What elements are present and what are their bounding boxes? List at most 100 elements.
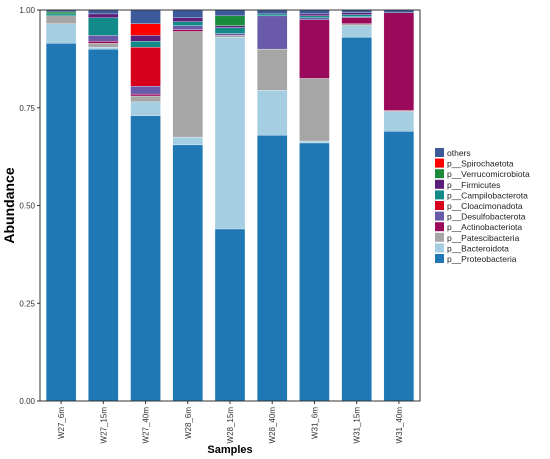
bar-segment-W31_40m-p-Patescibacteria (383, 110, 415, 112)
y-tick-label: 0.25 (19, 299, 35, 308)
legend-label-p-Verrucomicrobiota: p__Verrucomicrobiota (447, 169, 530, 179)
bar-segment-W31_15m-p-Campilobacterota (341, 14, 372, 17)
bar-segment-W28_15m-p-Verrucomicrobiota (214, 15, 246, 26)
legend: othersp__Spirochaetotap__Verrucomicrobio… (435, 148, 530, 264)
bar-segment-W28_15m-p-Campilobacterota (214, 27, 246, 34)
bar-segment-W31_6m-others (299, 9, 330, 15)
legend-swatch-p-Bacteroidota (435, 243, 444, 253)
x-axis-title: Samples (207, 444, 252, 456)
bar-segment-W27_40m-p-Proteobacteria (130, 115, 161, 402)
bar-segment-W27_40m-p-Actinobacteriota (130, 93, 161, 97)
bar-segment-W27_40m-p-Desulfobacterota (130, 86, 161, 95)
legend-label-p-Patescibacteria: p__Patescibacteria (447, 233, 520, 243)
bar-segment-W31_6m-p-Proteobacteria (299, 142, 330, 402)
legend-swatch-p-Verrucomicrobiota (435, 169, 444, 179)
legend-swatch-others (435, 148, 444, 157)
x-axis: W27_6m W27_15m W27_40m W28_6m W28_15m W28_40m… (57, 401, 404, 443)
bar-segment-W31_6m-p-Campilobacterota (299, 15, 330, 18)
x-tick-label: W31_15m (353, 407, 362, 444)
bar-segment-W27_15m-p-Proteobacteria (88, 48, 119, 402)
bar-segment-W31_15m-p-Bacteroidota (341, 25, 372, 38)
legend-label-p-Desulfobacterota: p__Desulfobacterota (447, 212, 526, 222)
bar-segment-W31_40m-p-Bacteroidota (383, 111, 415, 132)
bar-segment-W27_15m-p-Bacteroidota (88, 46, 119, 50)
legend-swatch-p-Patescibacteria (435, 232, 444, 242)
bar-segment-W31_15m-p-Proteobacteria (341, 37, 372, 402)
bar-segment-W31_15m-p-Patescibacteria (341, 23, 372, 26)
bar-segment-W27_15m-p-Campilobacterota (88, 17, 119, 36)
legend-swatch-p-Firmicutes (435, 179, 444, 189)
bar-segment-W27_40m-p-Patescibacteria (130, 95, 161, 103)
bar-segment-W28_6m-p-Actinobacteriota (172, 29, 203, 32)
legend-label-p-Proteobacteria: p__Proteobacteria (447, 254, 517, 264)
bar-segment-W28_6m-p-Proteobacteria (172, 144, 203, 402)
x-tick-label: W31_6m (310, 407, 319, 439)
y-axis: 0.00 0.25 0.50 0.75 1.00 (19, 6, 40, 406)
legend-swatch-p-Proteobacteria (435, 254, 444, 263)
x-tick-label: W28_40m (268, 407, 277, 444)
legend-label-p-Firmicutes: p__Firmicutes (447, 180, 500, 190)
x-tick-label: W27_6m (57, 407, 66, 439)
legend-swatch-p-Cloacimonadota (435, 201, 444, 210)
bar-segment-W31_40m-p-Actinobacteriota (383, 12, 415, 111)
bar-segment-W27_40m-p-Firmicutes (130, 35, 161, 42)
legend-swatch-p-Spirochaetota (435, 158, 444, 168)
bar-segment-W28_6m-p-Firmicutes (172, 17, 203, 22)
bar-segment-W27_40m-p-Cloacimonadota (130, 46, 161, 87)
bar-segment-W28_15m-p-Firmicutes (214, 25, 246, 28)
legend-label-others: others (447, 148, 471, 158)
bar-segment-W31_15m-p-Firmicutes (341, 12, 372, 15)
bar-segment-W31_6m-p-Actinobacteriota (299, 19, 330, 79)
bar-segment-W28_40m-p-Patescibacteria (257, 48, 288, 91)
y-axis-title: Abundance (1, 167, 17, 243)
bar-segment-W27_15m-p-Patescibacteria (88, 43, 119, 48)
bar-segment-W28_6m-p-Bacteroidota (172, 136, 203, 146)
bar-segment-W27_15m-p-Desulfobacterota (88, 35, 119, 42)
bar-segment-W28_15m-others (214, 9, 246, 17)
x-tick-label: W31_40m (395, 407, 404, 444)
bar-segment-W31_15m-p-Desulfobacterota (341, 16, 372, 18)
legend-swatch-p-Campilobacterota (435, 190, 444, 200)
bar-segment-W28_15m-p-Patescibacteria (214, 35, 246, 38)
legend-label-p-Spirochaetota: p__Spirochaetota (447, 159, 514, 169)
legend-swatch-p-Desulfobacterota (435, 211, 444, 221)
bar-segment-W28_40m-others (257, 9, 288, 15)
x-tick-label: W28_15m (226, 407, 235, 444)
bar-segment-W27_6m-p-Proteobacteria (45, 43, 77, 402)
bar-segment-W28_40m-p-Proteobacteria (257, 134, 288, 402)
bar-segment-W28_40m-p-Campilobacterota (257, 13, 288, 17)
bar-segment-W31_6m-p-Bacteroidota (299, 140, 330, 144)
x-tick-label: W27_15m (99, 407, 108, 444)
bar-segment-W31_40m-p-Proteobacteria (383, 131, 415, 402)
x-tick-label: W28_6m (184, 407, 193, 439)
bars-group (45, 9, 415, 402)
bar-segment-W31_6m-p-Patescibacteria (299, 78, 330, 142)
legend-label-p-Campilobacterota: p__Campilobacterota (447, 190, 528, 200)
bar-segment-W31_6m-p-Firmicutes (299, 13, 330, 17)
bar-segment-W28_15m-p-Proteobacteria (214, 228, 246, 402)
bar-segment-W28_40m-p-Desulfobacterota (257, 15, 288, 50)
y-tick-label: 0.75 (19, 104, 35, 113)
bar-segment-W27_6m-p-Campilobacterota (45, 13, 77, 17)
bar-segment-W27_15m-p-Actinobacteriota (88, 41, 119, 44)
bar-segment-W28_6m-p-Campilobacterota (172, 21, 203, 26)
bar-segment-W27_40m-p-Spirochaetota (130, 23, 161, 36)
bar-segment-W27_6m-p-Verrucomicrobiota (45, 11, 77, 15)
bar-segment-W28_15m-p-Bacteroidota (214, 37, 246, 230)
bar-segment-W27_15m-p-Firmicutes (88, 13, 119, 18)
bar-segment-W28_15m-p-Desulfobacterota (214, 33, 246, 36)
bar-segment-W31_6m-p-Desulfobacterota (299, 17, 330, 20)
bar-segment-W28_6m-p-Desulfobacterota (172, 25, 203, 30)
bar-segment-W28_6m-p-Patescibacteria (172, 31, 203, 138)
bar-segment-W27_6m-p-Patescibacteria (45, 15, 77, 24)
bar-segment-W27_40m-p-Campilobacterota (130, 41, 161, 48)
legend-label-p-Actinobacteriota: p__Actinobacteriota (447, 222, 522, 232)
bar-segment-W28_6m-others (172, 9, 203, 18)
bar-segment-W31_15m-p-Actinobacteriota (341, 17, 372, 24)
y-tick-label: 0.50 (19, 202, 35, 211)
bar-segment-W27_40m-others (130, 9, 161, 24)
bar-segment-W27_40m-p-Bacteroidota (130, 101, 161, 116)
y-tick-label: 1.00 (19, 6, 35, 15)
legend-swatch-p-Actinobacteriota (435, 222, 444, 232)
